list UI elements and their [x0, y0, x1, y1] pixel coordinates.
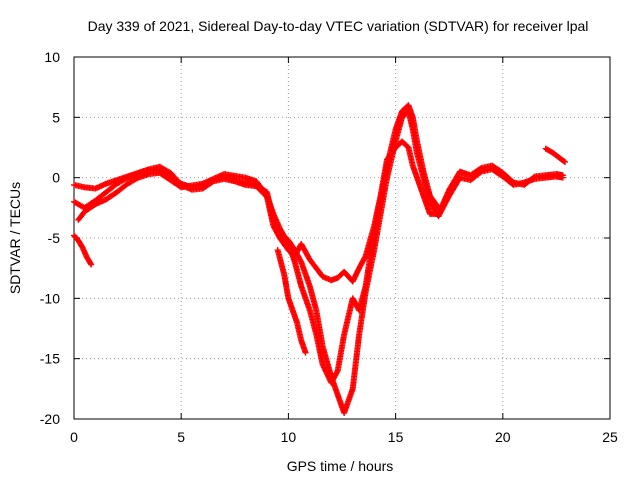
chart-title: Day 339 of 2021, Sidereal Day-to-day VTE… — [88, 18, 589, 34]
data-point — [560, 158, 567, 165]
series-track-f — [542, 145, 568, 165]
y-tick-label: -5 — [48, 230, 61, 246]
y-tick-label: 0 — [52, 170, 60, 186]
data-point — [477, 169, 484, 176]
x-tick-label: 0 — [70, 429, 78, 445]
data-points — [71, 102, 568, 416]
y-tick-label: -15 — [40, 351, 60, 367]
y-tick-label: -10 — [40, 290, 60, 306]
data-point — [87, 260, 94, 267]
series-track-c — [75, 102, 442, 386]
x-axis-label: GPS time / hours — [287, 458, 394, 474]
series-track-d — [71, 232, 95, 268]
x-tick-label: 25 — [602, 429, 618, 445]
x-tick-label: 5 — [177, 429, 185, 445]
data-point — [88, 261, 95, 268]
data-point — [561, 158, 568, 165]
axis-ticks: 0 5 10 15 20 25 -20 -15 -10 -5 0 5 10 — [40, 49, 618, 445]
series-track-e — [274, 247, 309, 356]
data-point — [434, 203, 441, 210]
x-tick-label: 10 — [281, 429, 297, 445]
x-tick-label: 20 — [495, 429, 511, 445]
y-tick-label: 10 — [44, 49, 60, 65]
data-point — [435, 204, 442, 211]
data-point — [559, 174, 566, 181]
y-tick-label: -20 — [40, 411, 60, 427]
data-point — [302, 349, 309, 356]
y-axis-label: SDTVAR / TECUs — [7, 182, 23, 294]
y-tick-label: 5 — [52, 109, 60, 125]
x-tick-label: 15 — [388, 429, 404, 445]
